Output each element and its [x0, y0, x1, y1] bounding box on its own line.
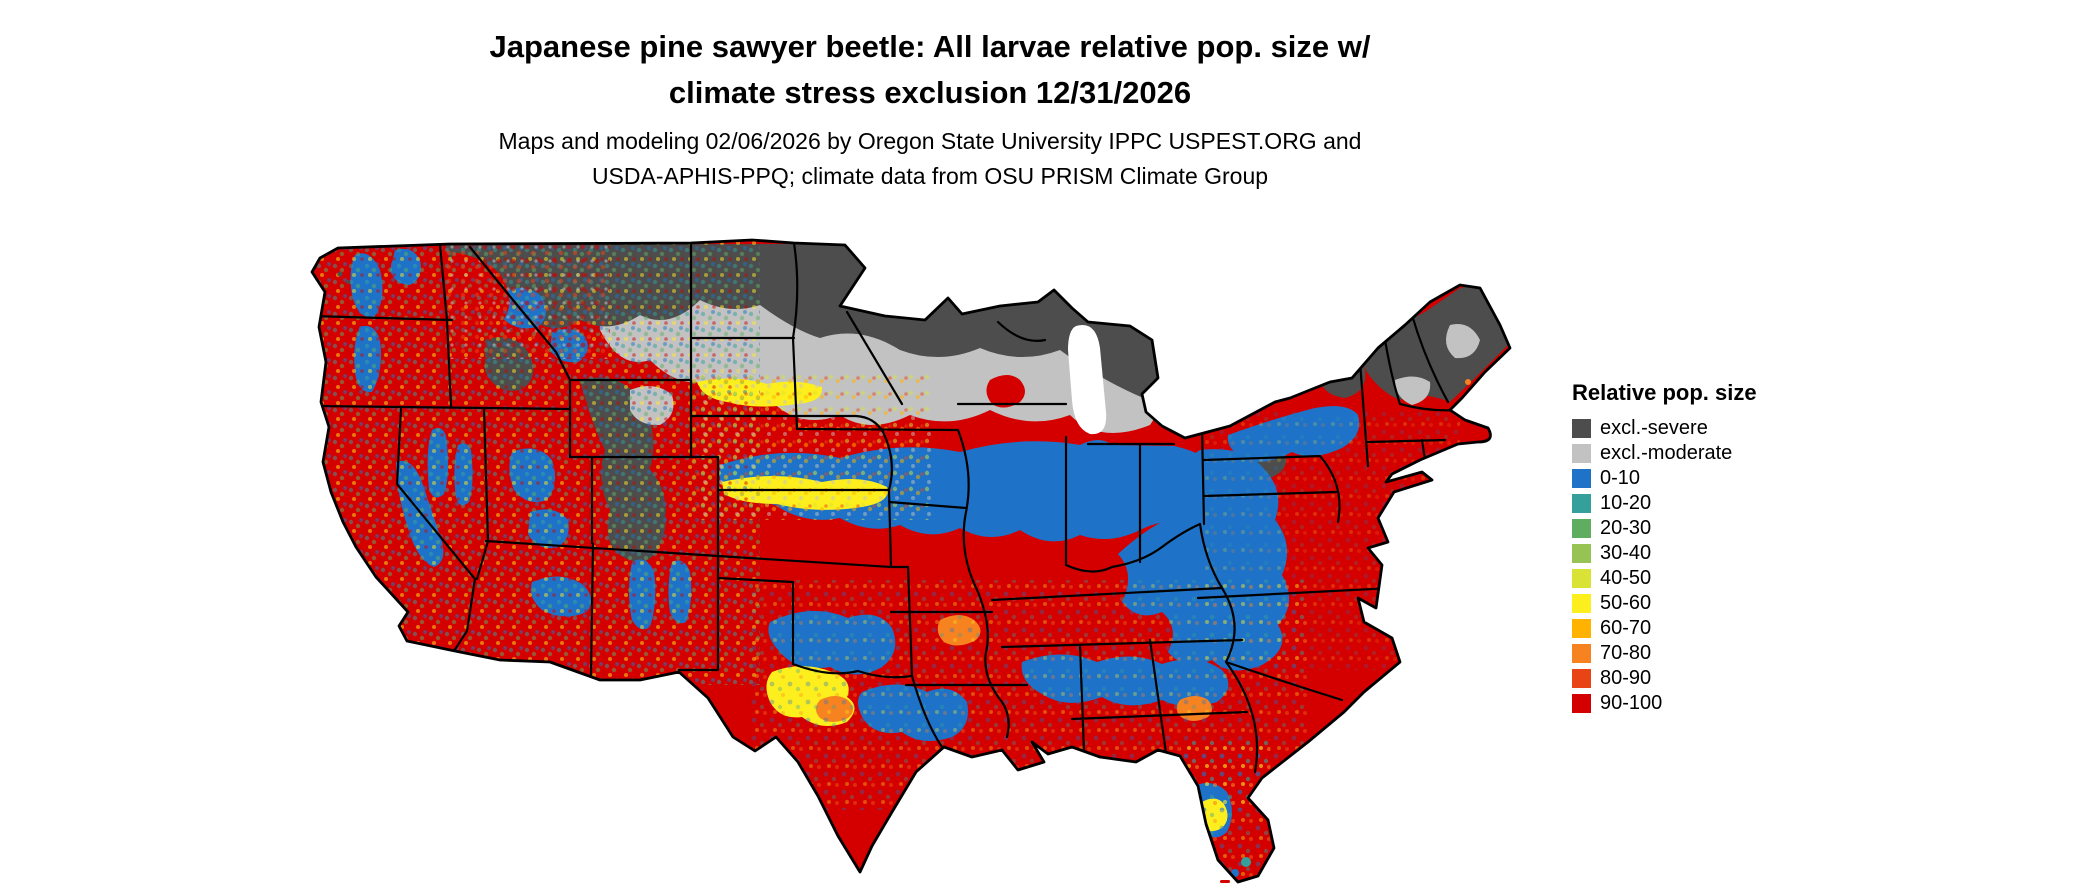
legend-row: 60-70: [1572, 616, 1902, 641]
map-title-line1: Japanese pine sawyer beetle: All larvae …: [489, 29, 1371, 64]
legend-swatch-40-50: [1572, 569, 1591, 588]
legend-row: 30-40: [1572, 541, 1902, 566]
legend-row: 40-50: [1572, 566, 1902, 591]
legend-row: 80-90: [1572, 666, 1902, 691]
state-borders-west: [312, 241, 1068, 749]
legend-label: 10-20: [1600, 492, 1652, 514]
puget-islands: [337, 271, 350, 284]
legend-label: excl.-severe: [1600, 417, 1708, 439]
raster-speckle: [312, 240, 1460, 880]
legend-label: 0-10: [1600, 467, 1641, 489]
legend-swatch-20-30: [1572, 519, 1591, 538]
map-title: Japanese pine sawyer beetle: All larvae …: [0, 24, 1860, 116]
legend-swatch-60-70: [1572, 619, 1591, 638]
map-attribution-line2: USDA-APHIS-PPQ; climate data from OSU PR…: [591, 162, 1269, 189]
legend-row: 70-80: [1572, 641, 1902, 666]
legend-label: 30-40: [1600, 542, 1652, 564]
legend-row: 20-30: [1572, 516, 1902, 541]
legend-swatch-10-20: [1572, 494, 1591, 513]
legend-swatch-80-90: [1572, 669, 1591, 688]
legend-row: excl.-severe: [1572, 416, 1902, 441]
map-title-line2: climate stress exclusion 12/31/2026: [668, 74, 1192, 110]
legend-swatch-excl-moderate: [1572, 444, 1591, 463]
legend-label: 40-50: [1600, 567, 1652, 589]
legend-swatch-90-100: [1572, 694, 1591, 713]
legend-swatch-50-60: [1572, 594, 1591, 613]
map-container: [300, 230, 1524, 888]
legend-label: excl.-moderate: [1600, 442, 1733, 464]
legend-row: 50-60: [1572, 591, 1902, 616]
florida-keys: [1220, 880, 1230, 883]
us-map: [310, 238, 1512, 884]
legend-swatch-0-10: [1572, 469, 1591, 488]
legend-row: 90-100: [1572, 691, 1902, 716]
legend: Relative pop. size excl.-severe excl.-mo…: [1572, 380, 1902, 716]
legend-row: 0-10: [1572, 466, 1902, 491]
legend-swatch-30-40: [1572, 544, 1591, 563]
legend-label: 50-60: [1600, 592, 1652, 614]
legend-row: excl.-moderate: [1572, 441, 1902, 466]
lake-michigan: [1068, 324, 1107, 435]
legend-label: 60-70: [1600, 617, 1652, 639]
legend-row: 10-20: [1572, 491, 1902, 516]
legend-swatch-70-80: [1572, 644, 1591, 663]
state-borders-east: [990, 313, 1460, 774]
us-outline: [310, 238, 1512, 884]
legend-title: Relative pop. size: [1572, 380, 1757, 405]
legend-label: 70-80: [1600, 642, 1652, 664]
map-attribution-line1: Maps and modeling 02/06/2026 by Oregon S…: [498, 128, 1362, 154]
legend-label: 80-90: [1600, 667, 1652, 689]
map-attribution: Maps and modeling 02/06/2026 by Oregon S…: [0, 124, 1860, 193]
legend-label: 90-100: [1600, 692, 1663, 714]
legend-swatch-excl-severe: [1572, 419, 1591, 438]
legend-label: 20-30: [1600, 517, 1652, 539]
